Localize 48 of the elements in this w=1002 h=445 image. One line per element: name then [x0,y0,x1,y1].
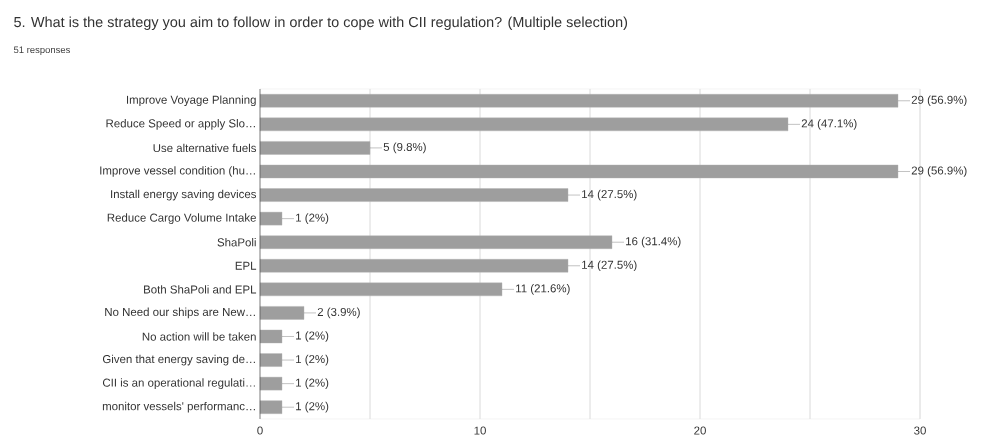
y-tick-label: No action will be taken [142,332,256,341]
text: 51 responses [13,46,70,55]
data-label: 29 (56.9%) [911,95,967,107]
bar [259,211,283,226]
data-label: 24 (47.1%) [801,119,857,130]
data-label: 2 (3.9%) [317,307,360,319]
x-tick-label: 10 [474,426,486,435]
y-tick-label: ShaPoli [217,238,256,247]
data-label: 1 (2%) [296,213,329,224]
data-label: 16 (31.4%) [626,236,681,248]
bar [259,400,283,414]
y-tick-label: EPL [235,261,257,270]
bar [259,306,305,320]
data-label: 1 (2%) [296,378,329,389]
bar [259,235,613,249]
x-tick-label: 30 [914,426,926,435]
y-tick-label: Reduce Speed or apply Slo… [106,119,255,130]
bar [259,141,371,155]
y-tick-label: Use alternative fuels [153,143,257,153]
bar [259,282,503,297]
y-tick-label: monitor vessels' performanc… [102,401,255,413]
data-label: 29 (56.9%) [911,166,967,177]
data-label: 1 (2%) [296,401,329,413]
y-tick-label: Both ShaPoli and EPL [144,285,257,294]
x-tick-label: 20 [694,426,706,435]
bar [259,376,283,391]
y-tick-label: Reduce Cargo Volume Intake [107,213,256,224]
bar [259,259,569,273]
data-label: 11 (21.6%) [516,284,570,295]
data-label: 1 (2%) [296,331,329,342]
y-tick-label: Given that energy saving de… [102,354,255,366]
bar [259,164,899,179]
bar [259,117,789,132]
y-tick-label: No Need our ships are New… [105,307,255,319]
bar [259,353,283,367]
y-tick-label: Improve Voyage Planning [126,95,256,107]
data-label: 5 (9.8%) [383,142,426,154]
data-label: 1 (2%) [296,354,329,366]
y-tick-label: Improve vessel condition (hu… [100,166,255,177]
bar [259,94,899,108]
y-tick-label: CII is an operational regulati… [102,378,255,389]
chart-title: 5. What is the strategy you aim to follow in order to cope with CII regulation? (Multiple selection) [14,16,628,30]
data-label: 14 (27.5%) [582,189,637,201]
y-tick-label: Install energy saving devices [111,189,257,201]
bar [259,188,569,202]
data-label: 14 (27.5%) [582,260,637,272]
x-tick-label: 0 [257,426,263,435]
bar [259,329,283,344]
